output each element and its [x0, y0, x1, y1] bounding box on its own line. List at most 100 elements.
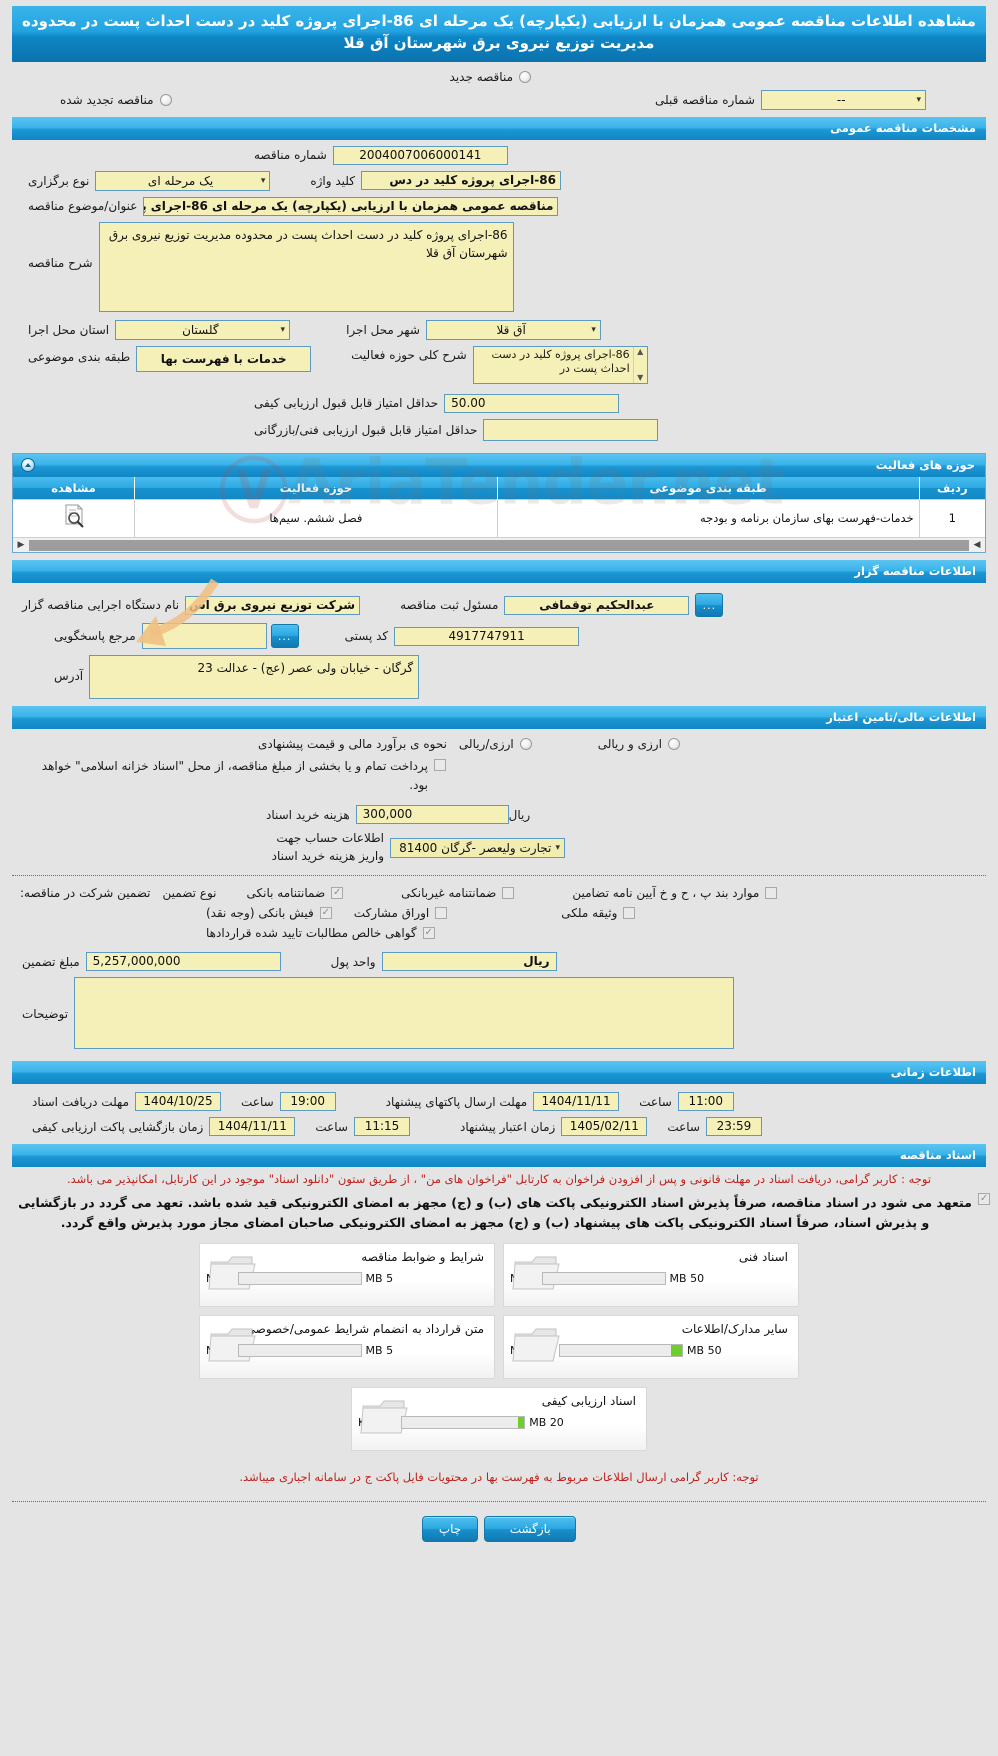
guarantee-option-label-0: ضمانتنامه بانکی	[246, 886, 326, 901]
timing-time-2[interactable]: 11:15	[353, 1117, 410, 1137]
timing-date-2[interactable]: 1404/11/11	[209, 1117, 296, 1137]
page-title: مشاهده اطلاعات مناقصه عمومی همزمان با ار…	[12, 6, 986, 62]
agency-browse-button[interactable]: ...	[695, 593, 724, 617]
registrar-value[interactable]: عبدالحکیم توقمافی	[504, 595, 690, 615]
min-quality-score-value[interactable]: 50.00	[444, 393, 620, 413]
timing-hour-label-0: ساعت	[241, 1094, 274, 1109]
postal-code-value[interactable]: 4917747911	[394, 626, 580, 646]
activity-summary-box[interactable]: ▲ ▼ 86-اجرای پروژه کلید در دست احداث پست…	[472, 345, 648, 384]
province-value: گلستان	[182, 322, 219, 337]
timing-time-1[interactable]: 11:00	[677, 1092, 734, 1112]
checkbox-guarantee-other-clauses[interactable]	[765, 887, 778, 900]
file-max-technical-docs: 50 MB	[669, 1271, 705, 1285]
collapse-toggle-icon[interactable]	[21, 458, 35, 472]
keyword-value[interactable]: 86-اجرای پروژه کلید در دس	[360, 171, 561, 190]
file-box-quality-eval-docs[interactable]: اسناد ارزیابی کیفی 20 MB 893 KB	[351, 1386, 647, 1451]
guarantee-amount-value[interactable]: 5,257,000,000	[85, 952, 281, 972]
file-row-1: اسناد فنی 50 MB 0 MB شرایط و ضوابط مناقص…	[199, 1242, 799, 1307]
contact-label: مرجع پاسخگویی	[54, 629, 136, 643]
activity-summary-label: شرح کلی حوزه فعالیت	[351, 347, 467, 362]
guarantee-option-label-1: ضمانتنامه غیربانکی	[401, 886, 497, 901]
file-progress-terms-conditions	[237, 1271, 362, 1285]
file-max-other-docs: 50 MB	[687, 1343, 722, 1357]
timing-date-3[interactable]: 1405/02/11	[561, 1117, 648, 1137]
back-button[interactable]: بازگشت	[484, 1515, 577, 1542]
stage-select[interactable]: ▾ یک مرحله ای	[95, 170, 271, 191]
scroll-left-icon[interactable]: ◀	[973, 540, 981, 550]
province-select[interactable]: ▾ گلستان	[115, 319, 291, 340]
field-row-subject: مناقصه عمومی همزمان با ارزیابی (یکپارچه)…	[12, 196, 986, 216]
scroll-right-icon[interactable]: ▶	[17, 540, 25, 550]
scroll-thumb[interactable]	[29, 539, 969, 551]
city-select[interactable]: ▾ آق قلا	[425, 319, 601, 340]
guarantee-option-label-4: اوراق مشارکت	[353, 906, 430, 921]
doc-cost-value[interactable]: 300,000	[355, 805, 509, 825]
checkbox-guarantee-cash-receipt[interactable]	[319, 907, 332, 920]
checkbox-guarantee-net-claims[interactable]	[422, 927, 435, 940]
file-progress-technical-docs	[541, 1271, 666, 1285]
treasury-note-label: پرداخت تمام و یا بخشی از مبلغ مناقصه، از…	[41, 759, 428, 793]
radio-new-tender[interactable]	[519, 70, 531, 83]
file-name-quality-eval-docs: اسناد ارزیابی کیفی	[541, 1393, 636, 1408]
print-button[interactable]: چاپ	[421, 1515, 479, 1542]
treasury-checkbox[interactable]	[434, 759, 446, 771]
account-select[interactable]: ▾ تجارت ولیعصر -گرگان 81400	[390, 837, 565, 858]
currency-value[interactable]: ریال	[381, 952, 557, 972]
activity-areas-table: ردیف طبقه بندی موضوعی حوزه فعالیت مشاهده…	[13, 476, 985, 537]
previous-tender-number-select[interactable]: ▾ --	[761, 89, 926, 110]
description-value[interactable]: 86-اجرای پروژه کلید در دست احداث پست در …	[98, 221, 514, 312]
chevron-down-icon: ▾	[280, 324, 286, 335]
horizontal-scrollbar[interactable]: ◀ ▶	[13, 537, 985, 552]
category-value[interactable]: خدمات با فهرست بها	[136, 345, 312, 372]
checkbox-guarantee-bank[interactable]	[331, 887, 344, 900]
col-view: مشاهده	[13, 476, 135, 499]
checkbox-guarantee-nonbank[interactable]	[502, 887, 515, 900]
field-row-doc-cost: ریال 300,000 هزینه خرید اسناد	[12, 805, 986, 825]
scroll-down-icon[interactable]: ▼	[637, 372, 644, 382]
timing-time-3[interactable]: 23:59	[705, 1117, 762, 1137]
document-search-icon[interactable]	[61, 503, 87, 533]
cell-view[interactable]	[13, 498, 135, 537]
subject-value[interactable]: مناقصه عمومی همزمان با ارزیابی (یکپارچه)…	[143, 196, 559, 216]
radio-renewed-tender[interactable]	[159, 93, 172, 106]
file-progress-contract-text	[237, 1343, 362, 1357]
checkbox-guarantee-property-deed[interactable]	[623, 907, 636, 920]
contact-value[interactable]	[141, 623, 267, 649]
folder-icon	[360, 1396, 410, 1438]
section-header-activity-areas: حوزه های فعالیت	[13, 453, 985, 477]
guarantee-option-label-5: وثیقه ملکی	[561, 906, 618, 921]
timing-date-1[interactable]: 1404/11/11	[533, 1092, 620, 1112]
radio-currency-and-rial[interactable]	[667, 738, 680, 750]
documents-pledge-row: متعهد می شود در اسناد مناقصه، صرفاً پذیر…	[0, 1189, 998, 1233]
agency-value[interactable]: شرکت توزیع نیروی برق اس	[185, 595, 361, 615]
file-box-other-docs[interactable]: سایر مدارک/اطلاعات 50 MB 4.35 MB	[503, 1314, 799, 1379]
checkbox-electronic-signature-pledge[interactable]	[978, 1192, 990, 1205]
field-row-account: ▾ تجارت ولیعصر -گرگان 81400 اطلاعات حساب…	[12, 830, 986, 865]
field-row-guarantee-amount: ریال واحد پول 5,257,000,000 مبلغ تضمین	[12, 952, 986, 972]
guarantee-notes-value[interactable]	[74, 977, 735, 1050]
radio-currency-or-rial[interactable]	[519, 738, 532, 750]
file-box-technical-docs[interactable]: اسناد فنی 50 MB 0 MB	[503, 1242, 799, 1307]
file-name-terms-conditions: شرایط و ضوابط مناقصه	[361, 1249, 484, 1264]
file-box-contract-text[interactable]: متن قرارداد به انضمام شرایط عمومی/خصوصی …	[199, 1314, 495, 1379]
documents-footer-notice: توجه: کاربر گرامی ارسال اطلاعات مربوط به…	[239, 1469, 759, 1484]
contact-browse-button[interactable]: ...	[270, 624, 299, 648]
file-box-terms-conditions[interactable]: شرایط و ضوابط مناقصه 5 MB 0 MB	[199, 1242, 495, 1307]
field-row-guarantee-notes: توضیحات	[12, 977, 986, 1050]
address-value[interactable]: گرگان - خیابان ولی عصر (عج) - عدالت 23	[89, 655, 420, 699]
col-area: حوزه فعالیت	[134, 476, 498, 499]
col-no: ردیف	[918, 476, 985, 499]
timing-time-0[interactable]: 19:00	[279, 1092, 336, 1112]
checkbox-guarantee-bonds[interactable]	[435, 907, 448, 920]
spinner-buttons[interactable]: ▲ ▼	[632, 346, 647, 383]
previous-tender-number-value: --	[836, 92, 846, 107]
scroll-up-icon[interactable]: ▲	[637, 346, 644, 356]
timing-label-2: زمان بازگشایی پاکت ارزیابی کیفی	[32, 1119, 204, 1134]
tender-number-value[interactable]: 2004007006000141	[332, 145, 508, 165]
timing-date-0[interactable]: 1404/10/25	[135, 1092, 222, 1112]
postal-code-label: کد پستی	[344, 629, 389, 643]
file-progress-other-docs	[559, 1343, 684, 1357]
file-name-contract-text: متن قرارداد به انضمام شرایط عمومی/خصوصی	[245, 1321, 484, 1336]
min-tech-score-value[interactable]	[483, 418, 659, 441]
file-row-2: سایر مدارک/اطلاعات 50 MB 4.35 MB متن قرا…	[199, 1314, 799, 1379]
